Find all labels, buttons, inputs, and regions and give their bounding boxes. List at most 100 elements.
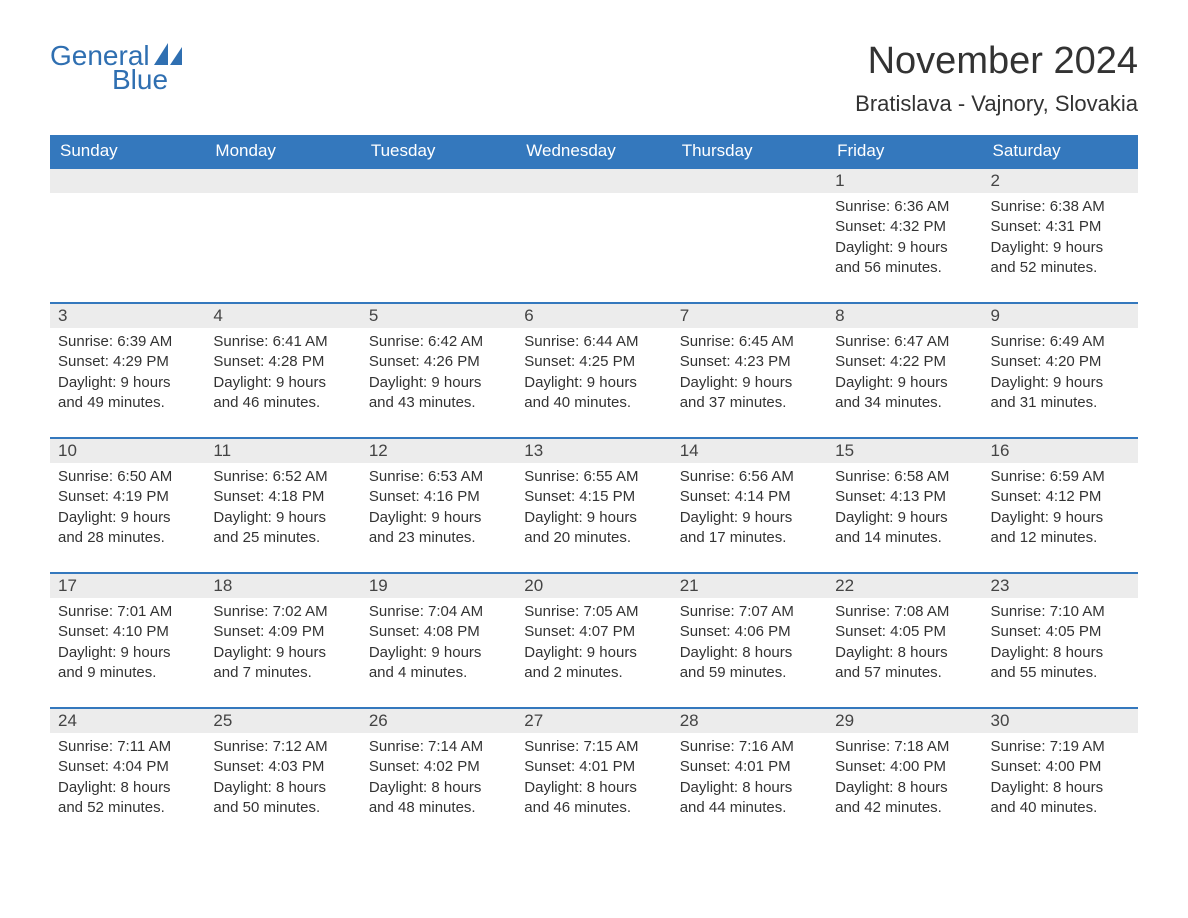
daylight-text-1: Daylight: 8 hours	[58, 778, 197, 798]
sunset-text: Sunset: 4:28 PM	[213, 352, 352, 372]
day-number: 30	[983, 709, 1138, 733]
day-number: 25	[205, 709, 360, 733]
sunrise-text: Sunrise: 7:01 AM	[58, 602, 197, 622]
day-header: Sunday	[50, 135, 205, 168]
daylight-text-2: and 20 minutes.	[524, 528, 663, 548]
daylight-text-2: and 57 minutes.	[835, 663, 974, 683]
day-content: Sunrise: 6:53 AMSunset: 4:16 PMDaylight:…	[361, 463, 516, 572]
day-content: Sunrise: 6:36 AMSunset: 4:32 PMDaylight:…	[827, 193, 982, 302]
day-number: 19	[361, 574, 516, 598]
daylight-text-1: Daylight: 8 hours	[991, 643, 1130, 663]
day-content: Sunrise: 7:19 AMSunset: 4:00 PMDaylight:…	[983, 733, 1138, 842]
sunrise-text: Sunrise: 7:11 AM	[58, 737, 197, 757]
day-content	[672, 193, 827, 283]
sunset-text: Sunset: 4:22 PM	[835, 352, 974, 372]
sunrise-text: Sunrise: 6:52 AM	[213, 467, 352, 487]
sunrise-text: Sunrise: 6:45 AM	[680, 332, 819, 352]
day-number: 24	[50, 709, 205, 733]
sunrise-text: Sunrise: 7:02 AM	[213, 602, 352, 622]
sunrise-text: Sunrise: 6:44 AM	[524, 332, 663, 352]
day-number: 11	[205, 439, 360, 463]
daylight-text-1: Daylight: 9 hours	[680, 373, 819, 393]
daylight-text-1: Daylight: 9 hours	[213, 373, 352, 393]
day-cell: 19Sunrise: 7:04 AMSunset: 4:08 PMDayligh…	[361, 573, 516, 708]
sunset-text: Sunset: 4:01 PM	[680, 757, 819, 777]
sunset-text: Sunset: 4:32 PM	[835, 217, 974, 237]
week-row: 1Sunrise: 6:36 AMSunset: 4:32 PMDaylight…	[50, 168, 1138, 303]
daylight-text-2: and 48 minutes.	[369, 798, 508, 818]
sunrise-text: Sunrise: 7:12 AM	[213, 737, 352, 757]
day-cell: 8Sunrise: 6:47 AMSunset: 4:22 PMDaylight…	[827, 303, 982, 438]
sunset-text: Sunset: 4:19 PM	[58, 487, 197, 507]
title-block: November 2024 Bratislava - Vajnory, Slov…	[855, 40, 1138, 117]
daylight-text-1: Daylight: 9 hours	[835, 508, 974, 528]
sunrise-text: Sunrise: 7:19 AM	[991, 737, 1130, 757]
day-number: 2	[983, 169, 1138, 193]
daylight-text-1: Daylight: 8 hours	[680, 643, 819, 663]
sunrise-text: Sunrise: 7:04 AM	[369, 602, 508, 622]
daylight-text-2: and 44 minutes.	[680, 798, 819, 818]
sunset-text: Sunset: 4:01 PM	[524, 757, 663, 777]
day-cell: 14Sunrise: 6:56 AMSunset: 4:14 PMDayligh…	[672, 438, 827, 573]
daylight-text-1: Daylight: 9 hours	[524, 643, 663, 663]
day-header: Tuesday	[361, 135, 516, 168]
sunset-text: Sunset: 4:23 PM	[680, 352, 819, 372]
daylight-text-2: and 28 minutes.	[58, 528, 197, 548]
day-cell: 20Sunrise: 7:05 AMSunset: 4:07 PMDayligh…	[516, 573, 671, 708]
daylight-text-2: and 7 minutes.	[213, 663, 352, 683]
day-content: Sunrise: 6:39 AMSunset: 4:29 PMDaylight:…	[50, 328, 205, 437]
day-cell: 13Sunrise: 6:55 AMSunset: 4:15 PMDayligh…	[516, 438, 671, 573]
sunset-text: Sunset: 4:00 PM	[991, 757, 1130, 777]
day-content: Sunrise: 7:05 AMSunset: 4:07 PMDaylight:…	[516, 598, 671, 707]
day-header-row: SundayMondayTuesdayWednesdayThursdayFrid…	[50, 135, 1138, 168]
daylight-text-1: Daylight: 9 hours	[58, 508, 197, 528]
day-content: Sunrise: 7:04 AMSunset: 4:08 PMDaylight:…	[361, 598, 516, 707]
week-row: 17Sunrise: 7:01 AMSunset: 4:10 PMDayligh…	[50, 573, 1138, 708]
sunset-text: Sunset: 4:14 PM	[680, 487, 819, 507]
day-cell: 22Sunrise: 7:08 AMSunset: 4:05 PMDayligh…	[827, 573, 982, 708]
daylight-text-1: Daylight: 9 hours	[58, 373, 197, 393]
daylight-text-1: Daylight: 8 hours	[835, 778, 974, 798]
sunset-text: Sunset: 4:08 PM	[369, 622, 508, 642]
day-content: Sunrise: 6:50 AMSunset: 4:19 PMDaylight:…	[50, 463, 205, 572]
day-content: Sunrise: 6:42 AMSunset: 4:26 PMDaylight:…	[361, 328, 516, 437]
day-number: 15	[827, 439, 982, 463]
sunrise-text: Sunrise: 6:59 AM	[991, 467, 1130, 487]
day-content: Sunrise: 7:14 AMSunset: 4:02 PMDaylight:…	[361, 733, 516, 842]
daylight-text-2: and 17 minutes.	[680, 528, 819, 548]
sunrise-text: Sunrise: 6:53 AM	[369, 467, 508, 487]
daylight-text-2: and 52 minutes.	[58, 798, 197, 818]
day-cell: 25Sunrise: 7:12 AMSunset: 4:03 PMDayligh…	[205, 708, 360, 842]
sunset-text: Sunset: 4:09 PM	[213, 622, 352, 642]
day-cell	[361, 168, 516, 303]
day-cell: 26Sunrise: 7:14 AMSunset: 4:02 PMDayligh…	[361, 708, 516, 842]
daylight-text-1: Daylight: 9 hours	[991, 238, 1130, 258]
sunset-text: Sunset: 4:31 PM	[991, 217, 1130, 237]
day-number: 14	[672, 439, 827, 463]
daylight-text-2: and 59 minutes.	[680, 663, 819, 683]
day-cell: 12Sunrise: 6:53 AMSunset: 4:16 PMDayligh…	[361, 438, 516, 573]
day-number: 10	[50, 439, 205, 463]
daylight-text-1: Daylight: 8 hours	[991, 778, 1130, 798]
day-cell: 1Sunrise: 6:36 AMSunset: 4:32 PMDaylight…	[827, 168, 982, 303]
sunset-text: Sunset: 4:25 PM	[524, 352, 663, 372]
day-header: Saturday	[983, 135, 1138, 168]
day-content: Sunrise: 6:59 AMSunset: 4:12 PMDaylight:…	[983, 463, 1138, 572]
sunset-text: Sunset: 4:26 PM	[369, 352, 508, 372]
daylight-text-1: Daylight: 9 hours	[680, 508, 819, 528]
sunset-text: Sunset: 4:06 PM	[680, 622, 819, 642]
day-cell: 15Sunrise: 6:58 AMSunset: 4:13 PMDayligh…	[827, 438, 982, 573]
sunset-text: Sunset: 4:00 PM	[835, 757, 974, 777]
day-cell: 29Sunrise: 7:18 AMSunset: 4:00 PMDayligh…	[827, 708, 982, 842]
day-content: Sunrise: 6:55 AMSunset: 4:15 PMDaylight:…	[516, 463, 671, 572]
daylight-text-2: and 50 minutes.	[213, 798, 352, 818]
daylight-text-1: Daylight: 8 hours	[213, 778, 352, 798]
daylight-text-2: and 23 minutes.	[369, 528, 508, 548]
daylight-text-2: and 49 minutes.	[58, 393, 197, 413]
daylight-text-2: and 9 minutes.	[58, 663, 197, 683]
day-content: Sunrise: 6:56 AMSunset: 4:14 PMDaylight:…	[672, 463, 827, 572]
logo-text-blue: Blue	[112, 64, 168, 96]
day-number: 29	[827, 709, 982, 733]
daylight-text-2: and 40 minutes.	[991, 798, 1130, 818]
daylight-text-1: Daylight: 9 hours	[58, 643, 197, 663]
